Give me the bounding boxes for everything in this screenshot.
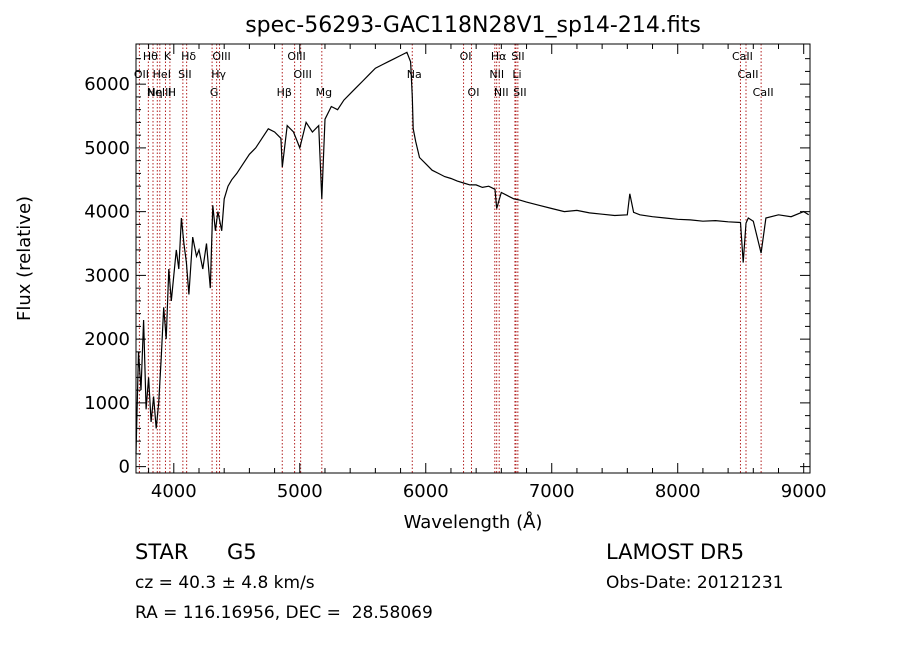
x-tick-label: 5000 — [277, 481, 323, 502]
coordinates: RA = 116.16956, DEC = 28.58069 — [135, 603, 433, 623]
chart-title: spec-56293-GAC118N28V1_sp14-214.fits — [245, 13, 701, 38]
y-tick-label: 2000 — [84, 329, 130, 350]
line-label: NeIII — [147, 86, 172, 99]
line-label: Hα — [491, 50, 507, 63]
survey-name: LAMOST DR5 — [606, 540, 745, 564]
line-label: CaII — [738, 68, 759, 81]
redshift-cz: cz = 40.3 ± 4.8 km/s — [135, 573, 315, 593]
line-label: OIII — [212, 50, 230, 63]
line-label: OIII — [287, 50, 305, 63]
line-label: SII — [178, 68, 191, 81]
line-label: HeI — [153, 68, 171, 81]
line-label: Li — [512, 68, 521, 81]
y-tick-label: 0 — [119, 457, 130, 478]
line-label: G — [210, 86, 219, 99]
line-label: K — [164, 50, 172, 63]
x-tick-label: 7000 — [529, 481, 575, 502]
observation-date: Obs-Date: 20121231 — [606, 573, 784, 593]
y-tick-label: 6000 — [84, 74, 130, 95]
x-tick-label: 6000 — [403, 481, 449, 502]
line-label: OIII — [293, 68, 311, 81]
line-label: Hη — [147, 86, 162, 99]
spectrum-line — [135, 51, 810, 454]
line-label: CaII — [753, 86, 774, 99]
y-tick-label: 3000 — [84, 265, 130, 286]
x-tick-label: 9000 — [781, 481, 827, 502]
line-label: OI — [460, 50, 472, 63]
plot-frame — [135, 43, 811, 474]
x-axis-label: Wavelength (Å) — [404, 511, 543, 533]
x-tick-label: 4000 — [151, 481, 197, 502]
line-label: NII — [494, 86, 509, 99]
line-label: Hδ — [181, 50, 196, 63]
line-label: SII — [513, 86, 526, 99]
line-label: OI — [468, 86, 480, 99]
line-label: CaII — [732, 50, 753, 63]
x-tick-label: 8000 — [655, 481, 701, 502]
object-class: STAR — [135, 540, 189, 564]
y-tick-label: 5000 — [84, 138, 130, 159]
line-label: Na — [407, 68, 422, 81]
line-label: SII — [511, 50, 524, 63]
line-label: NII — [489, 68, 504, 81]
line-label: Hθ — [143, 50, 158, 63]
y-axis-label: Flux (relative) — [14, 196, 35, 321]
object-subclass: G5 — [227, 540, 257, 564]
line-label: Mg — [316, 86, 332, 99]
line-label: Hβ — [277, 86, 292, 99]
line-label: H — [168, 86, 176, 99]
y-tick-label: 4000 — [84, 202, 130, 223]
line-label: Hγ — [211, 68, 226, 81]
y-tick-label: 1000 — [84, 393, 130, 414]
